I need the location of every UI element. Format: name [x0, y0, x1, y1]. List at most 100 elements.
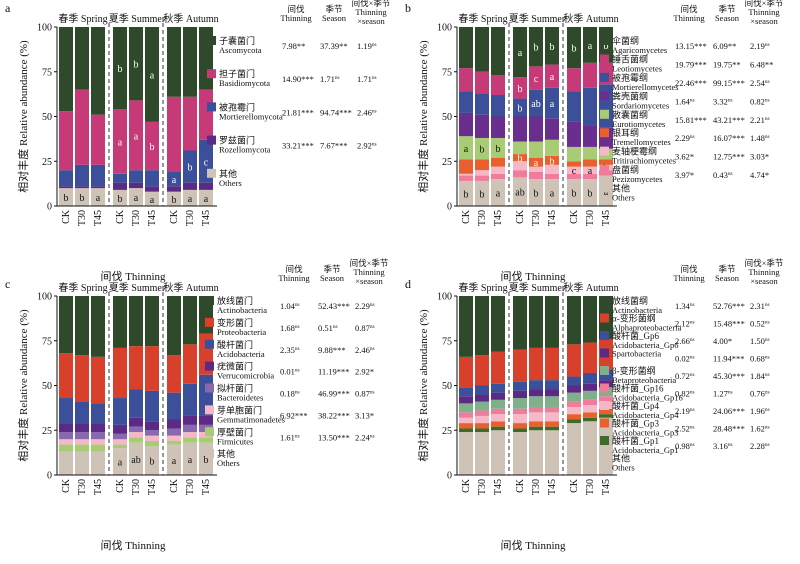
stat-value: 0.01ns: [280, 367, 300, 377]
bar-segment: [145, 296, 159, 347]
bar-segment: [145, 170, 159, 187]
y-tick-label: 0: [447, 202, 452, 213]
legend-swatch: [207, 135, 216, 145]
bar-segment: [199, 189, 213, 206]
significance-letter: a: [134, 131, 139, 142]
bar-segment: [59, 444, 73, 452]
legend-label-cn: 放线菌门: [217, 295, 253, 306]
legend-swatch: [600, 313, 609, 323]
significance-letter: b: [534, 43, 539, 54]
significance-letter: c: [204, 157, 209, 168]
bar-segment: [475, 415, 489, 424]
legend-swatch: [600, 109, 609, 119]
stat-value: 0.76ns: [750, 389, 770, 399]
y-tick-label: 75: [42, 336, 52, 347]
bar-segment: [599, 396, 613, 402]
bar-segment: [75, 401, 89, 424]
bar-segment: [459, 180, 473, 206]
legend-swatch: [600, 331, 609, 340]
legend-label-cn: 厚壁菌门: [217, 426, 253, 437]
legend-label-en: Others: [219, 178, 242, 188]
legend-label-en: Leotiomycetes: [612, 63, 662, 73]
significance-letter: b: [518, 84, 523, 95]
bar-segment: [567, 423, 581, 475]
bar-segment: [567, 27, 581, 69]
bar-segment: [167, 171, 181, 187]
bar-segment: [567, 376, 581, 386]
bar-segment: [459, 112, 473, 137]
significance-letter: b: [572, 44, 577, 55]
legend-swatch: [600, 72, 609, 82]
bar-segment: [491, 408, 505, 415]
bar-segment: [183, 189, 197, 206]
bar-segment: [583, 173, 597, 180]
x-tick-label: CK: [115, 478, 126, 493]
legend-label-cn: α-变形菌纲: [612, 313, 656, 324]
stat-value: 1.27ns: [713, 389, 733, 399]
y-tick-label: 50: [442, 381, 452, 392]
bar-segment: [529, 141, 543, 158]
bar-segment: [459, 412, 473, 418]
bar-segment: [145, 27, 159, 122]
bar-segment: [75, 164, 89, 187]
bar-segment: [529, 430, 543, 475]
bar-segment: [129, 100, 143, 171]
legend-label-en: Others: [217, 458, 240, 468]
bar-segment: [513, 414, 527, 424]
legend-swatch: [600, 383, 609, 393]
legend-swatch: [600, 418, 609, 428]
bar-segment: [529, 396, 543, 407]
legend-label-cn: 变形菌门: [217, 317, 253, 328]
bar-segment: [145, 390, 159, 422]
stat-value: 2.66ns: [675, 336, 695, 346]
bar-segment: [129, 188, 143, 206]
bar-segment: [491, 166, 505, 174]
bar-segment: [513, 116, 527, 142]
y-tick-label: 75: [442, 67, 452, 78]
bar-segment: [199, 182, 213, 190]
season-label: 秋季 Autumn: [563, 281, 618, 294]
bar-segment: [475, 180, 489, 206]
stat-value: 0.18ns: [280, 389, 300, 399]
x-tick-label: T30: [185, 210, 196, 226]
stat-header: 间伐×季节: [745, 258, 784, 268]
bar-segment: [475, 27, 489, 72]
x-tick-label: T45: [493, 210, 504, 226]
stat-value: 2.46ns: [355, 345, 375, 355]
bar-segment: [583, 417, 597, 422]
stat-value: 2.24ns: [355, 432, 375, 442]
bar-segment: [129, 417, 143, 427]
bar-segment: [113, 444, 127, 449]
legend-label-cn: 其他: [612, 183, 630, 194]
bar-segment: [475, 71, 489, 94]
panel-letter: b: [405, 1, 411, 15]
stat-header: ×season: [355, 276, 383, 286]
significance-letter: a: [96, 193, 101, 204]
bar-segment: [91, 186, 105, 189]
stat-value: 0.02ns: [675, 354, 695, 364]
legend-label-cn: 罗兹菌门: [219, 135, 255, 146]
bar-segment: [113, 433, 127, 440]
stat-value: 24.06***: [713, 406, 745, 416]
stat-value: 1.34ns: [675, 301, 695, 311]
bar-segment: [491, 27, 505, 76]
significance-letter: b: [588, 189, 593, 200]
stat-value: 28.48***: [713, 424, 745, 434]
bar-segment: [513, 432, 527, 475]
bar-segment: [583, 412, 597, 418]
bar-segment: [113, 189, 127, 206]
y-axis-label: 相对丰度 Relative abundance (%): [16, 309, 30, 462]
legend-label-en: Bacteroidetes: [217, 393, 263, 403]
bar-segment: [491, 157, 505, 167]
bar-segment: [91, 188, 105, 206]
x-tick-label: T45: [601, 479, 612, 495]
x-axis-title: 间伐 Thinning: [500, 270, 566, 283]
bar-segment: [491, 392, 505, 400]
stat-value: 3.62*: [675, 152, 694, 162]
bar-segment: [183, 415, 197, 425]
bar-segment: [567, 121, 581, 147]
legend-label-en: Acidobacteria_Gp1: [612, 445, 679, 455]
stat-value: 7.67***: [320, 141, 348, 151]
significance-letter: a: [118, 138, 123, 149]
significance-letter: b: [572, 189, 577, 200]
